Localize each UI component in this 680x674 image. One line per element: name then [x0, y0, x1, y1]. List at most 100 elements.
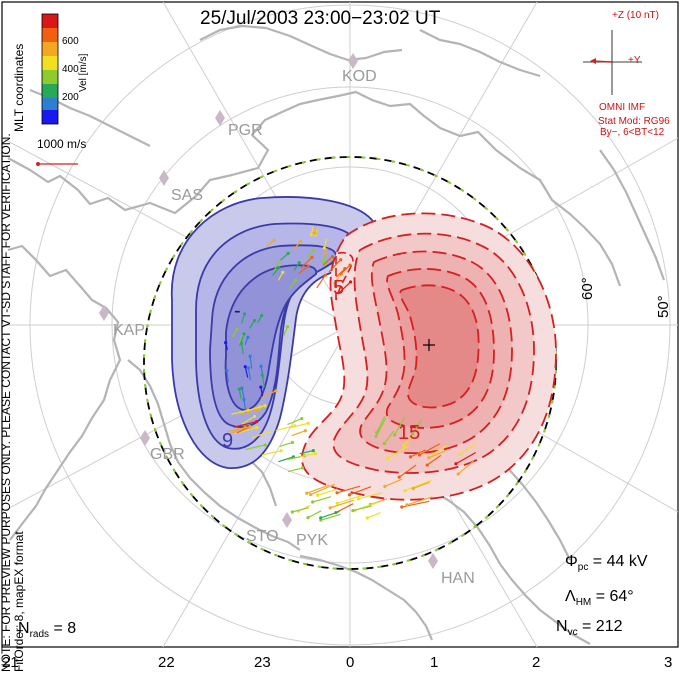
velocity-vector-origin: [335, 491, 339, 495]
velocity-vector-origin: [305, 491, 309, 495]
velocity-vector-origin: [323, 273, 327, 277]
coastlines: [7, 24, 666, 645]
mlt-tick-2: 2: [532, 654, 541, 671]
velocity-vector-origin: [260, 373, 264, 377]
nrads-value: = 8: [53, 620, 77, 637]
velocity-vector: [279, 441, 293, 448]
velocity-vector: [323, 258, 332, 267]
velocity-vector-origin: [246, 366, 251, 370]
velocity-vector-origin: [239, 341, 243, 345]
velocity-vector-origin: [403, 489, 407, 493]
velocity-vector: [287, 418, 303, 426]
latitude-label-50: 50°: [655, 295, 672, 318]
velocity-vector-origin: [319, 516, 323, 520]
velocity-vector: [375, 417, 387, 437]
velocity-vector-origin: [306, 264, 310, 268]
velocity-vector: [394, 416, 406, 436]
fit-order-line: FitOrder: 8, mapEX format: [12, 531, 26, 672]
velocity-vector: [307, 510, 322, 519]
velocity-vector-origin: [246, 335, 250, 339]
velocity-vector-origin: [330, 255, 334, 259]
mlt-tick-3: 3: [664, 654, 673, 671]
velocity-vector-origin: [311, 449, 315, 453]
contour-label-neg-1: -: [234, 300, 241, 322]
velocity-vector-origin: [339, 258, 343, 262]
velocity-vector: [349, 486, 372, 496]
velocity-vector: [419, 443, 441, 456]
velocity-vector-origin: [286, 251, 290, 256]
velocity-vector: [336, 485, 361, 494]
velocity-vector: [406, 496, 433, 506]
velocity-vector: [358, 492, 383, 500]
velocity-vector: [293, 241, 301, 250]
velocity-vector: [238, 388, 242, 399]
mlt-tick-23: 23: [254, 654, 271, 671]
velocity-vector-origin: [402, 443, 406, 448]
velocity-vector-origin: [255, 425, 259, 430]
velocity-vector-origin: [252, 318, 257, 323]
velocity-vector-origin: [290, 510, 294, 514]
velocity-vector-origin: [312, 248, 316, 252]
velocity-vector: [398, 464, 417, 478]
velocity-vector-origin: [349, 280, 353, 284]
stat-model-label: Stat Mod: RG96: [598, 116, 670, 127]
velocity-vector: [287, 467, 303, 473]
velocity-vector-origin: [313, 451, 318, 456]
velocity-vector-origin: [259, 385, 263, 389]
velocity-vector: [266, 239, 275, 247]
velocity-vector: [306, 484, 330, 494]
velocity-vector: [300, 256, 313, 269]
velocity-vector: [310, 483, 336, 496]
preview-note: NOTE: FOR PREVIEW PURPOSES ONLY. PLEASE …: [0, 12, 26, 672]
velocity-vector: [404, 479, 432, 492]
nvc-symbol: N: [556, 618, 568, 635]
velocity-vector: [261, 390, 277, 398]
vector-scale: [36, 162, 78, 166]
station-label-kap: KAP: [113, 322, 146, 339]
velocity-vector: [376, 416, 386, 433]
velocity-vector-origin: [298, 239, 303, 244]
vector-scale-label: 1000 m/s: [37, 137, 87, 151]
velocity-vector-origin: [343, 267, 347, 271]
velocity-vector: [426, 454, 442, 466]
velocity-vector-origin: [427, 456, 431, 460]
velocity-vector-origin: [224, 341, 228, 345]
velocity-vector-origin: [253, 414, 257, 419]
hm-boundary-green: [143, 156, 557, 570]
nrads-sub: rads: [29, 629, 50, 641]
station-label-pgr: PGR: [228, 122, 263, 139]
velocity-vector-origin: [243, 365, 247, 369]
velocity-vector: [455, 451, 477, 465]
velocity-vector: [226, 370, 229, 383]
velocity-vector: [245, 444, 266, 451]
velocity-vector: [338, 281, 352, 294]
velocity-vector: [272, 267, 280, 276]
velocity-vector: [317, 488, 338, 496]
nvc-sub: vc: [567, 627, 578, 639]
velocity-vector-origin: [322, 260, 326, 264]
velocity-vector: [335, 268, 346, 278]
mlt-tick-0: 0: [346, 654, 355, 671]
velocity-vector-origin: [458, 452, 462, 457]
velocity-vector-origin: [347, 493, 352, 497]
velocity-vector-origin: [365, 516, 369, 520]
velocity-vectors: [224, 226, 477, 522]
velocity-vector: [312, 496, 332, 503]
lambda-value: = 64°: [595, 588, 634, 605]
station-label-pyk: PYK: [296, 532, 329, 549]
velocity-vector: [367, 512, 381, 519]
velocity-vector: [241, 388, 245, 400]
velocity-vector: [292, 507, 309, 513]
velocity-vector-origin: [425, 463, 429, 467]
velocity-vector-origin: [272, 238, 276, 242]
phi-symbol: Φ: [565, 553, 578, 570]
velocity-vector: [261, 450, 282, 456]
velocity-vector-origin: [417, 453, 422, 457]
imf-z-label: +Z (10 nT): [612, 10, 659, 21]
velocity-vector-origin: [240, 386, 244, 390]
velocity-vector-origin: [397, 475, 401, 479]
colorbar-label: Vel [m/s]: [78, 53, 89, 92]
velocity-vector-origin: [405, 503, 409, 507]
phi-value: = 44 kV: [592, 553, 648, 570]
